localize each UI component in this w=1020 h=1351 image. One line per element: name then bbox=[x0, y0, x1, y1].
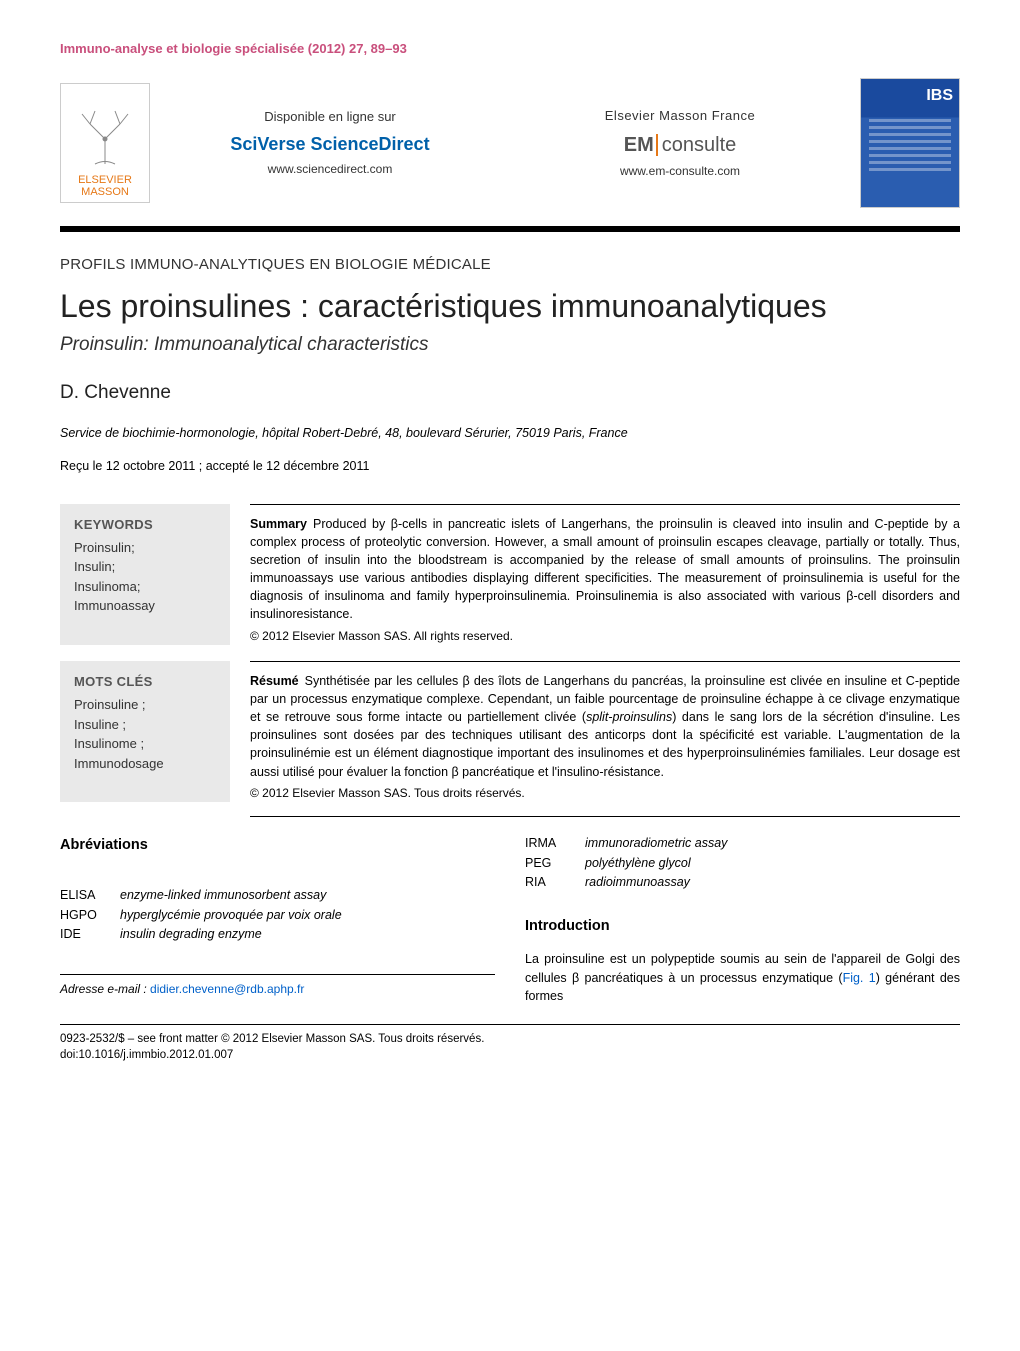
resume-italic-term: split-proinsulins bbox=[586, 710, 672, 724]
sciencedirect-word: ScienceDirect bbox=[311, 134, 430, 154]
sciencedirect-url[interactable]: www.sciencedirect.com bbox=[160, 161, 500, 178]
abbr-key: IDE bbox=[60, 926, 120, 944]
article-section-label: PROFILS IMMUNO-ANALYTIQUES EN BIOLOGIE M… bbox=[60, 254, 960, 275]
abbr-row: PEGpolyéthylène glycol bbox=[525, 855, 960, 873]
abbreviations-heading: Abréviations bbox=[60, 835, 495, 855]
resume-row: MOTS CLÉS Proinsuline ; Insuline ; Insul… bbox=[60, 661, 960, 802]
right-column: IRMAimmunoradiometric assay PEGpolyéthyl… bbox=[525, 835, 960, 1006]
elsevier-label: ELSEVIER MASSON bbox=[61, 174, 149, 202]
elsevier-logo: ELSEVIER MASSON bbox=[60, 83, 150, 203]
abbr-key: ELISA bbox=[60, 887, 120, 905]
author-affiliation: Service de biochimie-hormonologie, hôpit… bbox=[60, 425, 960, 443]
resume-copyright: © 2012 Elsevier Masson SAS. Tous droits … bbox=[250, 785, 960, 802]
abbreviations-left: ELISAenzyme-linked immunosorbent assay H… bbox=[60, 887, 495, 944]
em-brand: consulte bbox=[656, 134, 737, 156]
abbr-val: immunoradiometric assay bbox=[585, 835, 960, 853]
online-label: Disponible en ligne sur bbox=[160, 108, 500, 126]
abbr-key: RIA bbox=[525, 874, 585, 892]
figure-reference[interactable]: Fig. 1 bbox=[843, 971, 876, 985]
left-column: Abréviations ELISAenzyme-linked immunoso… bbox=[60, 835, 495, 1006]
em-france-label: Elsevier Masson France bbox=[510, 107, 850, 125]
abbreviations-right: IRMAimmunoradiometric assay PEGpolyéthyl… bbox=[525, 835, 960, 892]
publisher-banner: ELSEVIER MASSON Disponible en ligne sur … bbox=[60, 78, 960, 232]
em-prefix: EM bbox=[624, 134, 654, 156]
resume-lead: Résumé bbox=[250, 674, 299, 688]
body-columns: Abréviations ELISAenzyme-linked immunoso… bbox=[60, 835, 960, 1006]
footer-doi: doi:10.1016/j.immbio.2012.01.007 bbox=[60, 1047, 960, 1063]
keywords-en-title: KEYWORDS bbox=[74, 516, 216, 534]
abbr-row: RIAradioimmunoassay bbox=[525, 874, 960, 892]
abbr-key: HGPO bbox=[60, 907, 120, 925]
elsevier-tree-icon bbox=[65, 94, 145, 174]
sciencedirect-block: Disponible en ligne sur SciVerse Science… bbox=[160, 108, 500, 178]
keywords-fr-title: MOTS CLÉS bbox=[74, 673, 216, 691]
summary-body: Produced by β-cells in pancreatic islets… bbox=[250, 517, 960, 622]
article-dates: Reçu le 12 octobre 2011 ; accepté le 12 … bbox=[60, 458, 960, 476]
summary-text: SummaryProduced by β-cells in pancreatic… bbox=[250, 504, 960, 645]
footer-copyright: 0923-2532/$ – see front matter © 2012 El… bbox=[60, 1031, 960, 1047]
article-subtitle: Proinsulin: Immunoanalytical characteris… bbox=[60, 332, 960, 359]
keywords-fr-box: MOTS CLÉS Proinsuline ; Insuline ; Insul… bbox=[60, 661, 230, 802]
abstract-end-rule bbox=[250, 816, 960, 817]
journal-cover-thumbnail: IBS bbox=[860, 78, 960, 208]
cover-text-lines bbox=[869, 119, 951, 175]
journal-citation: Immuno-analyse et biologie spécialisée (… bbox=[60, 40, 960, 58]
sciverse-logo[interactable]: SciVerse ScienceDirect bbox=[160, 132, 500, 157]
abbr-val: polyéthylène glycol bbox=[585, 855, 960, 873]
email-label: Adresse e-mail : bbox=[60, 982, 147, 996]
emconsulte-block: Elsevier Masson France EMconsulte www.em… bbox=[510, 107, 850, 180]
abbr-val: insulin degrading enzyme bbox=[120, 926, 495, 944]
emconsulte-url[interactable]: www.em-consulte.com bbox=[510, 163, 850, 180]
abbr-row: HGPOhyperglycémie provoquée par voix ora… bbox=[60, 907, 495, 925]
email-link[interactable]: didier.chevenne@rdb.aphp.fr bbox=[150, 982, 304, 996]
summary-lead: Summary bbox=[250, 517, 307, 531]
resume-text: RésuméSynthétisée par les cellules β des… bbox=[250, 661, 960, 802]
page-footer: 0923-2532/$ – see front matter © 2012 El… bbox=[60, 1024, 960, 1063]
introduction-text: La proinsuline est un polypeptide soumis… bbox=[525, 950, 960, 1006]
abbr-val: hyperglycémie provoquée par voix orale bbox=[120, 907, 495, 925]
author-name: D. Chevenne bbox=[60, 380, 960, 407]
abbr-row: ELISAenzyme-linked immunosorbent assay bbox=[60, 887, 495, 905]
abbr-row: IDEinsulin degrading enzyme bbox=[60, 926, 495, 944]
emconsulte-logo[interactable]: EMconsulte bbox=[510, 131, 850, 159]
correspondence-email: Adresse e-mail : didier.chevenne@rdb.aph… bbox=[60, 974, 495, 998]
keywords-en-list: Proinsulin; Insulin; Insulinoma; Immunoa… bbox=[74, 538, 216, 616]
keywords-en-box: KEYWORDS Proinsulin; Insulin; Insulinoma… bbox=[60, 504, 230, 645]
abbr-row: IRMAimmunoradiometric assay bbox=[525, 835, 960, 853]
summary-copyright: © 2012 Elsevier Masson SAS. All rights r… bbox=[250, 628, 960, 645]
abbr-val: radioimmunoassay bbox=[585, 874, 960, 892]
cover-acronym: IBS bbox=[926, 85, 953, 107]
keywords-fr-list: Proinsuline ; Insuline ; Insulinome ; Im… bbox=[74, 695, 216, 773]
abbr-key: IRMA bbox=[525, 835, 585, 853]
abbr-val: enzyme-linked immunosorbent assay bbox=[120, 887, 495, 905]
abbr-key: PEG bbox=[525, 855, 585, 873]
introduction-heading: Introduction bbox=[525, 916, 960, 936]
sciverse-prefix: SciVerse bbox=[230, 134, 305, 154]
article-title: Les proinsulines : caractéristiques immu… bbox=[60, 287, 960, 325]
summary-row: KEYWORDS Proinsulin; Insulin; Insulinoma… bbox=[60, 504, 960, 645]
